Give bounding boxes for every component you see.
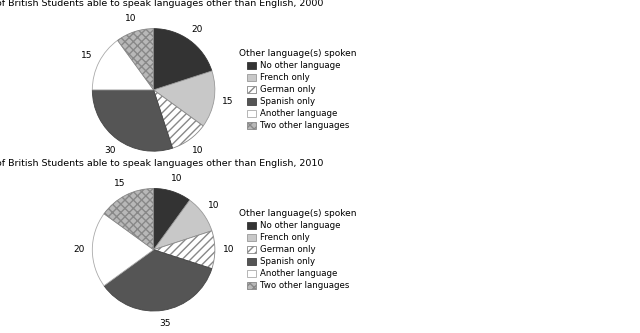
Text: 15: 15 <box>81 52 93 61</box>
Text: 20: 20 <box>73 245 84 254</box>
Text: 20: 20 <box>192 25 204 34</box>
Text: 30: 30 <box>104 146 115 155</box>
Text: 10: 10 <box>209 201 220 210</box>
Legend: No other language, French only, German only, Spanish only, Another language, Two: No other language, French only, German o… <box>237 207 358 292</box>
Wedge shape <box>154 200 212 250</box>
Wedge shape <box>92 214 154 286</box>
Wedge shape <box>154 231 215 269</box>
Text: 35: 35 <box>159 319 171 328</box>
Text: 10: 10 <box>192 146 204 155</box>
Wedge shape <box>154 29 212 90</box>
Text: 10: 10 <box>223 245 234 254</box>
Legend: No other language, French only, German only, Spanish only, Another language, Two: No other language, French only, German o… <box>237 48 358 132</box>
Text: 10: 10 <box>125 14 136 23</box>
Title: % of British Students able to speak languages other than English, 2010: % of British Students able to speak lang… <box>0 159 323 168</box>
Wedge shape <box>92 90 173 151</box>
Title: % of British Students able to speak languages other than English, 2000: % of British Students able to speak lang… <box>0 0 323 8</box>
Wedge shape <box>154 71 215 126</box>
Wedge shape <box>154 90 203 148</box>
Wedge shape <box>104 250 212 311</box>
Text: 15: 15 <box>221 97 233 106</box>
Wedge shape <box>154 188 189 250</box>
Text: 15: 15 <box>114 178 125 188</box>
Wedge shape <box>118 29 154 90</box>
Wedge shape <box>104 188 154 250</box>
Wedge shape <box>92 40 154 90</box>
Text: 10: 10 <box>171 174 182 183</box>
